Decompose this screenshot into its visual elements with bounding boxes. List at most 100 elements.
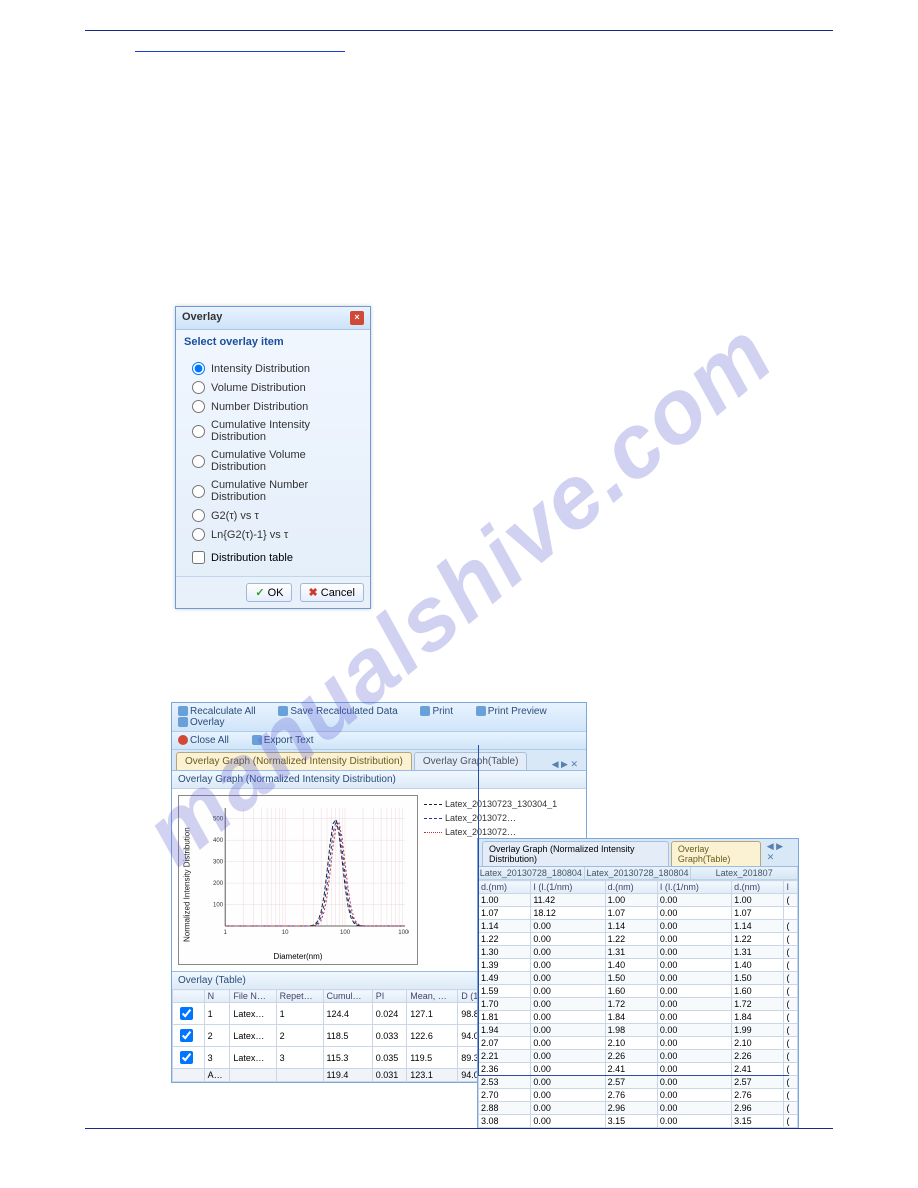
ok-button[interactable]: ✓OK (246, 583, 292, 602)
close-icon[interactable]: × (350, 311, 364, 325)
col-header[interactable]: N (204, 990, 230, 1003)
col-header[interactable]: I (784, 881, 798, 894)
overlay-dialog: Overlay × Select overlay item Intensity … (175, 306, 371, 609)
col-header[interactable]: Repet… (276, 990, 323, 1003)
super-header-cell: Latex_20130728_180804 (585, 867, 692, 879)
table-row[interactable]: 1.300.001.310.001.31( (479, 946, 798, 959)
float-tab-table[interactable]: Overlay Graph(Table) (671, 841, 761, 866)
toolbar-row-1: Recalculate All Save Recalculated Data P… (172, 703, 586, 732)
table-row[interactable]: 1.490.001.500.001.50( (479, 972, 798, 985)
cancel-button[interactable]: ✖Cancel (300, 583, 364, 602)
export-text-button[interactable]: Export Text (252, 735, 324, 746)
tab-overlay-graph[interactable]: Overlay Graph (Normalized Intensity Dist… (176, 752, 412, 770)
table-row[interactable]: 3.080.003.150.003.15( (479, 1115, 798, 1128)
float-tab-bar: Overlay Graph (Normalized Intensity Dist… (478, 839, 798, 867)
table-row[interactable]: 2.530.002.570.002.57( (479, 1076, 798, 1089)
btn-label: Overlay (190, 717, 224, 728)
graph-panel-title: Overlay Graph (Normalized Intensity Dist… (172, 771, 586, 789)
chart-area: Normalized Intensity Distribution Diamet… (178, 795, 418, 965)
print-button[interactable]: Print (420, 706, 463, 717)
svg-text:500: 500 (213, 817, 224, 823)
radio-label: Cumulative Number Distribution (211, 479, 358, 503)
table-row[interactable]: 1.390.001.400.001.40( (479, 959, 798, 972)
button-label: Cancel (321, 587, 355, 599)
y-axis-label: Normalized Intensity Distribution (183, 827, 192, 942)
col-header[interactable]: d.(nm) (479, 881, 531, 894)
radio-cum-volume[interactable]: Cumulative Volume Distribution (192, 449, 358, 473)
x-axis-label: Diameter(nm) (274, 952, 323, 961)
svg-text:400: 400 (213, 838, 224, 844)
dialog-body: Intensity Distribution Volume Distributi… (176, 350, 370, 576)
toolbar-row-2: Close All Export Text (172, 732, 586, 750)
table-row[interactable]: 1.590.001.600.001.60( (479, 985, 798, 998)
table-row[interactable]: 1.140.001.140.001.14( (479, 920, 798, 933)
overlay-button[interactable]: Overlay (178, 717, 234, 728)
table-row[interactable]: 1.0011.421.000.001.00( (479, 894, 798, 907)
overlay-icon (178, 717, 188, 727)
float-super-header: Latex_20130728_180804Latex_20130728_1808… (478, 867, 798, 880)
legend-item: Latex_2013072… (424, 827, 580, 837)
col-header[interactable]: I (I.(1/nm) (531, 881, 605, 894)
row-checkbox[interactable] (180, 1051, 193, 1064)
section-link-underline (135, 51, 345, 52)
table-row[interactable]: 1.940.001.980.001.99( (479, 1024, 798, 1037)
gear-icon (178, 706, 188, 716)
close-all-icon (178, 735, 188, 745)
radio-cum-number[interactable]: Cumulative Number Distribution (192, 479, 358, 503)
col-header[interactable]: Mean, … (407, 990, 458, 1003)
svg-text:1: 1 (223, 930, 227, 936)
radio-intensity-dist[interactable]: Intensity Distribution (192, 362, 358, 375)
page-bottom-rule (85, 1128, 833, 1129)
tab-overlay-table[interactable]: Overlay Graph(Table) (414, 752, 528, 770)
col-header[interactable]: Cumul… (323, 990, 372, 1003)
close-all-button[interactable]: Close All (178, 735, 239, 746)
table-row[interactable]: 2.700.002.760.002.76( (479, 1089, 798, 1102)
table-row[interactable]: 2.360.002.410.002.41( (479, 1063, 798, 1076)
btn-label: Print (432, 706, 453, 717)
radio-number-dist[interactable]: Number Distribution (192, 400, 358, 413)
tab-controls[interactable]: ◀ ▶ ✕ (548, 759, 582, 770)
button-label: OK (268, 587, 284, 599)
cancel-icon: ✖ (309, 586, 318, 599)
radio-g2-tau[interactable]: G2(τ) vs τ (192, 509, 358, 522)
table-row[interactable]: 1.220.001.220.001.22( (479, 933, 798, 946)
table-row[interactable]: 1.810.001.840.001.84( (479, 1011, 798, 1024)
col-header[interactable]: File N… (230, 990, 276, 1003)
col-header[interactable]: I (I.(1/nm) (657, 881, 731, 894)
table-row[interactable]: 1.700.001.720.001.72( (479, 998, 798, 1011)
float-table-window: Overlay Graph (Normalized Intensity Dist… (477, 838, 799, 1129)
radio-label: G2(τ) vs τ (211, 510, 259, 522)
radio-cum-intensity[interactable]: Cumulative Intensity Distribution (192, 419, 358, 443)
export-icon (252, 735, 262, 745)
float-tab-controls[interactable]: ◀ ▶ ✕ (763, 841, 794, 866)
table-row[interactable]: 2.070.002.100.002.10( (479, 1037, 798, 1050)
col-header[interactable]: d.(nm) (605, 881, 657, 894)
radio-ln-g2[interactable]: Ln{G2(τ)-1} vs τ (192, 528, 358, 541)
dialog-titlebar[interactable]: Overlay × (176, 307, 370, 330)
checkbox-dist-table[interactable]: Distribution table (192, 551, 358, 564)
table-row[interactable]: 2.210.002.260.002.26( (479, 1050, 798, 1063)
svg-text:100: 100 (340, 930, 351, 936)
dialog-title-text: Overlay (182, 311, 222, 325)
float-tab-graph[interactable]: Overlay Graph (Normalized Intensity Dist… (482, 841, 669, 866)
btn-label: Save Recalculated Data (290, 706, 397, 717)
table-row[interactable]: 2.880.002.960.002.96( (479, 1102, 798, 1115)
btn-label: Recalculate All (190, 706, 256, 717)
svg-text:10: 10 (282, 930, 289, 936)
radio-label: Cumulative Intensity Distribution (211, 419, 358, 443)
checkbox-label: Distribution table (211, 552, 293, 564)
col-header[interactable]: PI (372, 990, 407, 1003)
col-header[interactable] (173, 990, 205, 1003)
radio-label: Number Distribution (211, 401, 308, 413)
save-recalc-button[interactable]: Save Recalculated Data (278, 706, 407, 717)
btn-label: Export Text (264, 735, 314, 746)
legend-item: Latex_2013072… (424, 813, 580, 823)
tab-bar: Overlay Graph (Normalized Intensity Dist… (172, 750, 586, 771)
print-preview-button[interactable]: Print Preview (476, 706, 557, 717)
row-checkbox[interactable] (180, 1029, 193, 1042)
recalculate-all-button[interactable]: Recalculate All (178, 706, 266, 717)
row-checkbox[interactable] (180, 1007, 193, 1020)
col-header[interactable]: d.(nm) (732, 881, 784, 894)
table-row[interactable]: 1.0718.121.070.001.07 (479, 907, 798, 920)
radio-volume-dist[interactable]: Volume Distribution (192, 381, 358, 394)
